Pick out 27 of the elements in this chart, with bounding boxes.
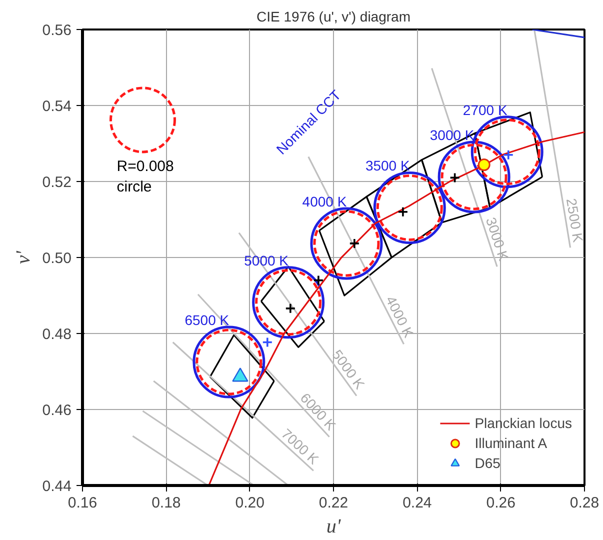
y-tick-label: 0.44 <box>42 478 72 495</box>
series-label: 2700 K <box>462 102 508 118</box>
series-label: 5000 K <box>244 252 290 268</box>
chart-title: CIE 1976 (u', v') diagram <box>256 8 410 24</box>
x-tick-label: 0.22 <box>318 494 348 512</box>
series-label: R=0.008 circle <box>116 158 174 196</box>
legend-label: Planckian locus <box>474 415 572 431</box>
series-label: 6500 K <box>184 312 230 328</box>
y-tick-label: 0.50 <box>42 250 72 267</box>
series-label: 4000 K <box>302 193 348 210</box>
legend-label: Illuminant A <box>474 435 548 451</box>
x-tick-label: 0.20 <box>235 494 264 512</box>
y-axis-title: v' <box>12 250 34 264</box>
legend-label: D65 <box>474 455 500 471</box>
series-label: 3500 K <box>365 158 410 174</box>
x-tick-label: 0.18 <box>152 494 181 512</box>
y-tick-label: 0.52 <box>42 174 72 191</box>
y-tick-label: 0.46 <box>42 402 72 419</box>
x-axis-title: u' <box>326 516 342 538</box>
x-tick-label: 0.24 <box>402 494 432 512</box>
text: 2500 K <box>563 197 587 244</box>
y-tick-label: 0.48 <box>42 326 72 343</box>
x-tick-label: 0.16 <box>68 494 98 512</box>
y-tick-label: 0.54 <box>42 98 72 115</box>
x-tick-label: 0.28 <box>570 494 600 512</box>
x-tick-label: 0.26 <box>486 494 516 512</box>
y-tick-label: 0.56 <box>42 22 72 39</box>
